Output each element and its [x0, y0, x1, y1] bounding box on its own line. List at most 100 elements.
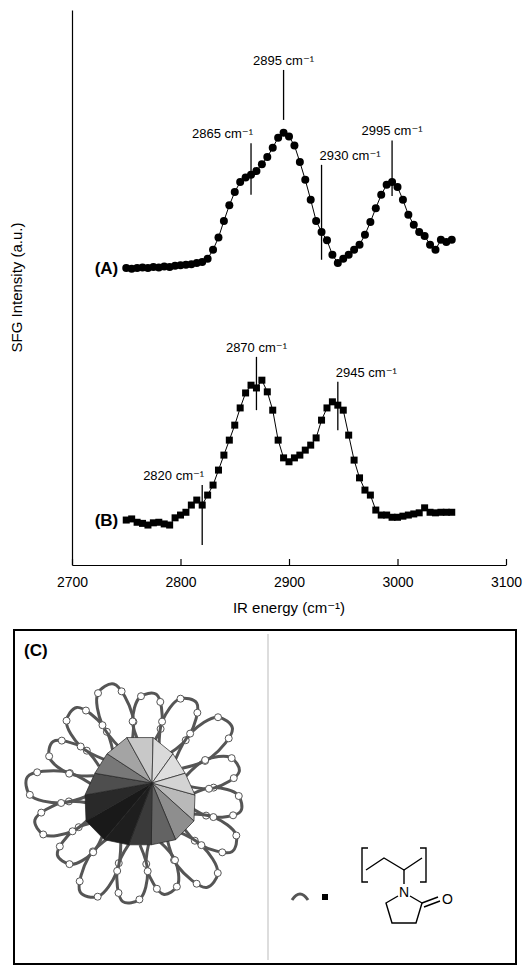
monomer-bead [210, 814, 217, 821]
marker [214, 234, 222, 242]
marker [220, 217, 228, 225]
marker [275, 437, 282, 444]
monomer-bead [177, 695, 184, 702]
x-tick-label: 2700 [57, 574, 88, 590]
monomer-bead [129, 718, 136, 725]
marker [231, 422, 238, 429]
marker [356, 474, 363, 481]
annotation-label: 2865 cm⁻¹ [192, 126, 254, 141]
annotation-label: 2945 cm⁻¹ [336, 365, 398, 380]
divider [268, 634, 269, 960]
nanoparticle [85, 738, 195, 845]
panel-label: (C) [24, 641, 48, 660]
x-axis: 27002800290030003100 [57, 559, 522, 590]
polymer-loops [26, 684, 242, 903]
marker [448, 236, 456, 244]
x-axis-line [73, 565, 507, 566]
x-tick-label: 3100 [491, 574, 522, 590]
marker [258, 377, 265, 384]
marker [166, 522, 173, 529]
monomer-structure: NO [292, 848, 453, 923]
particle-facet [152, 773, 195, 795]
marker [372, 204, 380, 212]
marker [290, 141, 298, 149]
monomer-bead [228, 755, 235, 762]
marker [404, 211, 412, 219]
marker [210, 482, 217, 489]
marker [242, 389, 249, 396]
marker [204, 255, 212, 263]
panel-frame [14, 630, 516, 964]
monomer-bead [173, 883, 180, 890]
marker [307, 442, 314, 449]
annotation-line [391, 140, 392, 196]
monomer-bead [136, 896, 143, 903]
annotation-line [283, 70, 284, 120]
marker [231, 188, 239, 196]
monomer-bead [69, 828, 76, 835]
marker [204, 492, 211, 499]
marker [263, 153, 271, 161]
marker [313, 434, 320, 441]
y-axis [72, 11, 73, 566]
monomer-bead [38, 809, 45, 816]
series-label: (B) [95, 511, 119, 530]
y-axis-title: SFG Intensity (a.u.) [8, 222, 25, 352]
marker [307, 196, 315, 204]
monomer-bead [153, 885, 160, 892]
ring [386, 896, 422, 923]
series-line [126, 133, 452, 269]
particle-facet [127, 738, 153, 783]
marker [394, 183, 402, 191]
marker [448, 509, 455, 516]
marker [301, 176, 309, 184]
monomer-bead [205, 785, 212, 792]
monomer-bead [56, 843, 63, 850]
marker [351, 457, 358, 464]
atom-label: O [442, 891, 453, 907]
monomer-bead [34, 769, 41, 776]
annotation-label: 2895 cm⁻¹ [253, 53, 315, 68]
plot-area [122, 129, 456, 529]
backbone [366, 858, 422, 870]
marker [264, 388, 271, 395]
equals-symbol [322, 894, 328, 900]
monomer-bead [187, 730, 194, 737]
monomer-bead [194, 709, 201, 716]
marker [421, 232, 429, 240]
marker [225, 201, 233, 209]
x-tick-mark [506, 559, 507, 565]
annotation-label: 2870 cm⁻¹ [226, 340, 288, 355]
monomer-bead [214, 870, 221, 877]
x-tick-label: 2800 [165, 574, 196, 590]
x-tick: 2900 [274, 559, 305, 590]
marker [226, 437, 233, 444]
marker [220, 452, 227, 459]
monomer-bead [230, 812, 237, 819]
monomer-bead [198, 842, 205, 849]
monomer-bead [90, 849, 97, 856]
marker [215, 467, 222, 474]
monomer-bead [225, 735, 232, 742]
annotations: 2865 cm⁻¹2895 cm⁻¹2930 cm⁻¹2995 cm⁻¹2820… [143, 53, 423, 545]
diagram-panel: (C) NO [14, 630, 516, 964]
x-tick: 3100 [491, 559, 522, 590]
monomer-bead [215, 714, 222, 721]
marker [377, 191, 385, 199]
x-tick-mark [289, 559, 290, 565]
monomer-bead [219, 849, 226, 856]
monomer-bead [130, 718, 137, 725]
monomer-bead [58, 799, 65, 806]
figure: 27002800290030003100IR energy (cm⁻¹)SFG … [0, 0, 530, 977]
marker [323, 236, 331, 244]
monomer-bead [138, 693, 145, 700]
monomer-bead [76, 878, 83, 885]
marker [269, 407, 276, 414]
bracket [420, 848, 426, 882]
series-line [126, 380, 452, 525]
series-label: (A) [95, 259, 119, 278]
marker [209, 246, 217, 254]
marker [312, 217, 320, 225]
y-axis-line [72, 11, 73, 566]
double-bond [422, 897, 440, 907]
